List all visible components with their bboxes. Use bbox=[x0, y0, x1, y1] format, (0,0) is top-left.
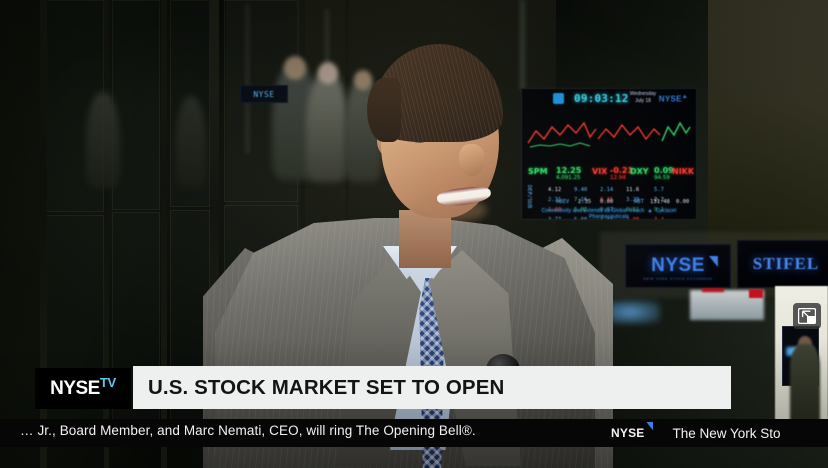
board-sparklines bbox=[526, 113, 692, 149]
nysetv-logo-suffix: TV bbox=[99, 375, 116, 390]
red-indicator bbox=[749, 289, 763, 298]
board-index-symbol: NIKK bbox=[672, 167, 695, 176]
background-person-head bbox=[318, 62, 338, 84]
board-clock: 09:03:12 bbox=[574, 92, 629, 105]
board-index: DXY bbox=[630, 167, 649, 176]
news-ticker-brand: NYSE bbox=[611, 422, 654, 440]
board-quote-symbol: ABEV bbox=[556, 199, 570, 205]
board-date-day: July 18 bbox=[635, 98, 651, 104]
stifel-booth-sign: STIFEL bbox=[737, 240, 828, 288]
nyse-booth-sign: NYSE NEW YORK STOCK EXCHANGE bbox=[625, 244, 731, 288]
board-app-icon bbox=[553, 93, 564, 104]
board-brand: NYSE▲ bbox=[659, 94, 688, 104]
subject-neck bbox=[399, 210, 451, 268]
board-index-change: -0.21 bbox=[610, 166, 634, 175]
board-footer-left: Connectivity and Extends its Global Reac… bbox=[541, 208, 645, 214]
board-index-symbol: VIX bbox=[592, 167, 608, 176]
board-date-weekday: Wednesday bbox=[629, 91, 657, 97]
board-quote-strip: ABEV 2.35 0.00 ABT 131.48 0.00 bbox=[522, 199, 696, 209]
board-header: 09:03:12 Wednesday July 18 NYSE▲ bbox=[522, 89, 696, 111]
board-brand-flag: ▲ bbox=[681, 94, 688, 100]
background-person bbox=[86, 92, 120, 188]
board-index-row: SPM 12.25 4,091.25 VIX -0.21 12.94 DXY 0 bbox=[522, 166, 696, 181]
board-index: VIX bbox=[592, 167, 607, 176]
board-index-last: 94.59 bbox=[654, 175, 670, 181]
nysetv-logo-brand: NYSE bbox=[50, 377, 100, 399]
board-quote-last: 131.48 bbox=[650, 199, 670, 205]
board-quote-last: 2.35 bbox=[578, 199, 592, 205]
background-led-sign-text: NYSE bbox=[253, 89, 275, 99]
news-ticker-brand-text: NYSE bbox=[611, 426, 645, 440]
news-ticker-text: … Jr., Board Member, and Marc Nemati, CE… bbox=[20, 423, 476, 438]
background-person bbox=[176, 96, 206, 188]
subject-sideburn bbox=[367, 78, 401, 142]
stifel-sign-label: STIFEL bbox=[752, 254, 820, 273]
board-brand-text: NYSE bbox=[658, 94, 682, 104]
picture-in-picture-button[interactable] bbox=[793, 303, 821, 329]
window-mullion bbox=[40, 0, 47, 468]
background-person-head bbox=[284, 56, 306, 80]
news-ticker-brand-segment[interactable]: NYSE The New York Sto bbox=[595, 419, 828, 447]
background-person bbox=[790, 344, 820, 428]
nyse-flag-icon bbox=[708, 256, 718, 267]
board-index-change: 12.25 bbox=[556, 166, 582, 175]
board-index-symbol: DXY bbox=[630, 167, 649, 176]
board-footer-right: Cyclacel Pharmaceuticals bbox=[589, 208, 677, 220]
nyse-sign-subtitle: NEW YORK STOCK EXCHANGE bbox=[643, 276, 713, 281]
nyse-sign-label: NYSE bbox=[651, 255, 705, 276]
light-reflection bbox=[246, 4, 249, 154]
news-ticker-tail-text: The New York Sto bbox=[672, 425, 781, 441]
board-date: Wednesday July 18 bbox=[626, 91, 660, 105]
board-quote-symbol: ABT bbox=[634, 199, 644, 205]
picture-in-picture-icon bbox=[798, 308, 816, 324]
light-reflection bbox=[520, 0, 525, 90]
board-index-value: -0.21 12.94 bbox=[610, 166, 633, 181]
headline-text: U.S. STOCK MARKET SET TO OPEN bbox=[148, 375, 505, 399]
board-footer-line: Connectivity and Extends its Global Reac… bbox=[541, 208, 677, 220]
red-indicator bbox=[702, 285, 724, 292]
headline-banner[interactable]: U.S. STOCK MARKET SET TO OPEN bbox=[133, 366, 731, 409]
background-person-head bbox=[354, 70, 372, 90]
board-quote-grid: DEP/SUB 4.12 2.31 1.08 3.77 9.40 7.16 5.… bbox=[526, 185, 664, 220]
board-index-value: 12.25 4,091.25 bbox=[556, 166, 581, 181]
nysetv-logo[interactable]: NYSE TV bbox=[35, 368, 131, 409]
board-quote-change: 0.00 bbox=[676, 199, 690, 205]
background-person bbox=[306, 70, 348, 182]
subject-nose bbox=[459, 144, 485, 176]
window-mullion bbox=[210, 0, 219, 468]
board-row-label: DEP/SUB bbox=[526, 185, 532, 209]
board-index-change: 0.09 bbox=[654, 166, 674, 175]
nyse-flag-icon bbox=[646, 422, 654, 431]
board-index-last: 4,091.25 bbox=[556, 175, 581, 181]
board-index-symbol: SPM bbox=[528, 167, 548, 176]
board-index: NIKK bbox=[672, 167, 694, 176]
nyse-booth-sign-text: NYSE bbox=[651, 255, 718, 277]
market-data-board: 09:03:12 Wednesday July 18 NYSE▲ bbox=[521, 88, 697, 220]
board-index-value: 0.09 94.59 bbox=[654, 166, 674, 181]
board-index: SPM bbox=[528, 167, 548, 176]
window-mullion bbox=[104, 0, 109, 468]
board-index-last: 12.94 bbox=[610, 175, 626, 181]
board-quote-change: 0.00 bbox=[600, 199, 614, 205]
background-led-sign: NYSE bbox=[240, 85, 288, 103]
window-mullion bbox=[161, 0, 167, 468]
